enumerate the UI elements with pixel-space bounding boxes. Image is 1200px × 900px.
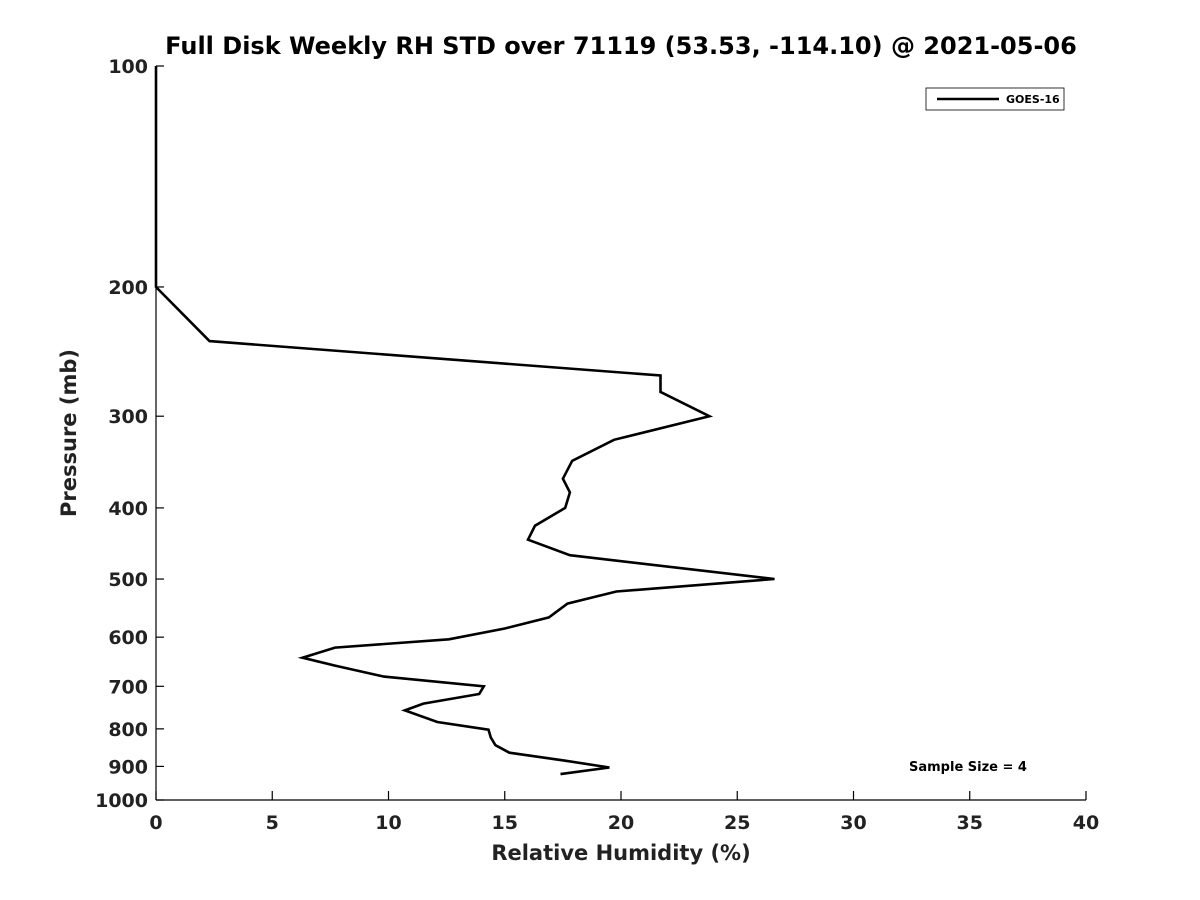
chart-title: Full Disk Weekly RH STD over 71119 (53.5…	[165, 32, 1077, 60]
x-tick-label: 25	[724, 812, 750, 834]
y-tick-label: 1000	[95, 790, 148, 812]
y-tick-label: 100	[108, 56, 148, 78]
x-tick-label: 0	[149, 812, 162, 834]
y-tick-label: 200	[108, 277, 148, 299]
y-ticks: 100 200 300 400 500 600 700 800 900 1000	[95, 56, 164, 812]
y-tick-label: 400	[108, 498, 148, 520]
y-tick-label: 600	[108, 627, 148, 649]
y-tick-label: 800	[108, 719, 148, 741]
plot-area	[155, 66, 1086, 801]
series-layer	[154, 66, 775, 776]
x-tick-label: 40	[1073, 812, 1099, 834]
x-axis-label: Relative Humidity (%)	[491, 841, 750, 865]
legend: GOES-16	[925, 87, 1065, 111]
y-axis-label: Pressure (mb)	[57, 349, 81, 517]
series-line-goes-16	[154, 66, 775, 776]
sample-size-annotation: Sample Size = 4	[909, 760, 1027, 775]
y-tick-label: 300	[108, 406, 148, 428]
x-tick-label: 5	[266, 812, 279, 834]
y-tick-label: 500	[108, 569, 148, 591]
y-tick-label: 700	[108, 676, 148, 698]
x-tick-label: 30	[840, 812, 866, 834]
x-ticks: 0 5 10 15 20 25 30 35 40	[149, 791, 1099, 834]
x-tick-label: 15	[492, 812, 518, 834]
y-tick-label: 900	[108, 756, 148, 778]
legend-label-goes-16: GOES-16	[1006, 93, 1060, 106]
x-tick-label: 10	[375, 812, 401, 834]
x-tick-label: 35	[957, 812, 983, 834]
x-tick-label: 20	[608, 812, 634, 834]
